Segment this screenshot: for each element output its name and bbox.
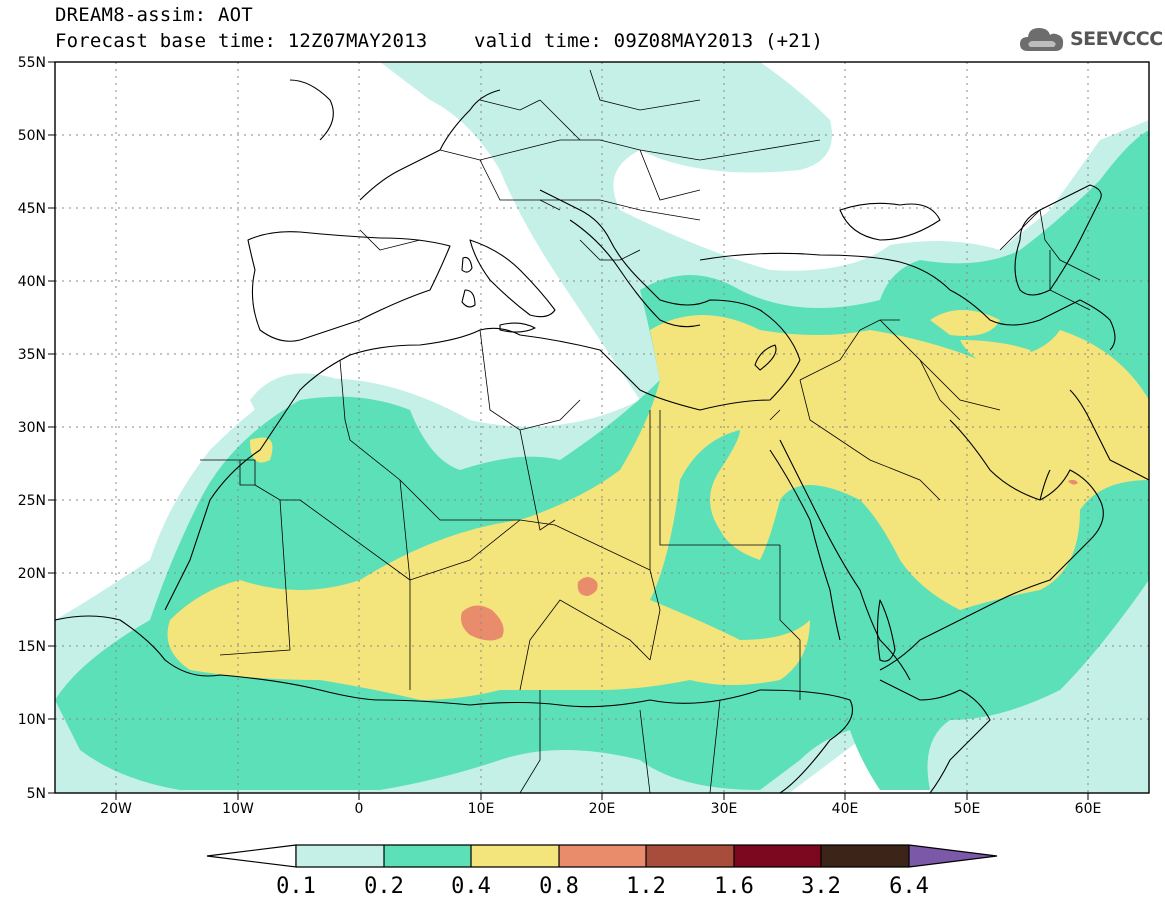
- colorbar-label: 0.4: [451, 874, 491, 899]
- colorbar-swatch: [471, 845, 559, 867]
- y-tick-label: 25N: [18, 493, 46, 509]
- tick-marks: [48, 61, 1089, 800]
- colorbar-swatch: [646, 845, 734, 867]
- logo-text: SEEVCCC: [1070, 28, 1163, 50]
- colorbar-label: 6.4: [889, 874, 929, 899]
- borders: [200, 69, 1101, 793]
- aot-band-0.4: [167, 310, 1149, 700]
- map-grid: [55, 62, 1149, 793]
- colorbar-label: 0.8: [539, 874, 579, 899]
- colorbar-label: 0.1: [276, 874, 316, 899]
- y-tick-label: 5N: [27, 786, 46, 802]
- colorbar-label: 1.2: [626, 874, 666, 899]
- colorbar-swatch: [821, 845, 909, 867]
- x-tick-label: 0: [355, 801, 364, 817]
- x-tick-label: 50E: [954, 801, 981, 817]
- colorbar-high-arrow: [909, 845, 997, 867]
- y-tick-label: 55N: [18, 55, 46, 71]
- y-tick-labels: 55N 50N 45N 40N 35N 30N 25N 20N 15N 10N …: [18, 55, 46, 802]
- y-tick-label: 50N: [18, 128, 46, 144]
- colorbar: 0.1 0.2 0.4 0.8 1.2 1.6 3.2 6.4: [206, 844, 998, 899]
- y-tick-label: 10N: [18, 712, 46, 728]
- x-tick-label: 20W: [100, 801, 132, 817]
- cloud-icon: [1020, 28, 1064, 51]
- y-tick-label: 20N: [18, 566, 46, 582]
- forecast-times: Forecast base time: 12Z07MAY2013 valid t…: [55, 30, 823, 52]
- y-tick-label: 35N: [18, 347, 46, 363]
- colorbar-swatch: [559, 845, 646, 867]
- colorbar-swatch: [384, 845, 471, 867]
- y-tick-label: 15N: [18, 639, 46, 655]
- colorbar-swatch: [734, 845, 821, 867]
- map-title: DREAM8-assim: AOT: [55, 4, 253, 26]
- colorbar-label: 3.2: [801, 874, 841, 899]
- colorbar-swatch: [296, 845, 384, 867]
- y-tick-label: 45N: [18, 201, 46, 217]
- seevccc-logo: SEEVCCC: [1018, 22, 1163, 56]
- colorbar-label: 1.6: [714, 874, 754, 899]
- y-tick-label: 30N: [18, 420, 46, 436]
- x-tick-label: 30E: [711, 801, 738, 817]
- base-time: Forecast base time: 12Z07MAY2013: [55, 30, 428, 52]
- x-tick-label: 10E: [468, 801, 495, 817]
- x-tick-label: 20E: [589, 801, 616, 817]
- x-tick-label: 10W: [222, 801, 254, 817]
- colorbar-low-arrow: [206, 844, 297, 868]
- x-tick-label: 40E: [832, 801, 859, 817]
- x-tick-label: 60E: [1075, 801, 1102, 817]
- x-tick-labels: 20W 10W 0 10E 20E 30E 40E 50E 60E: [100, 801, 1101, 817]
- aot-band-0.8: [461, 479, 1078, 641]
- valid-time: valid time: 09Z08MAY2013 (+21): [474, 30, 824, 52]
- colorbar-label: 0.2: [364, 874, 404, 899]
- y-tick-label: 40N: [18, 274, 46, 290]
